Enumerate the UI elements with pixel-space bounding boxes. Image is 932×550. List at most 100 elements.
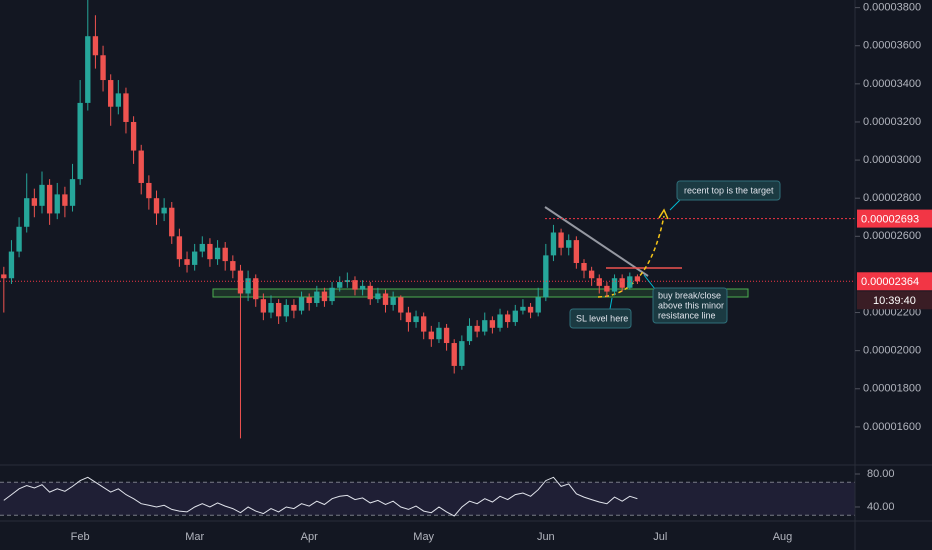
candle-body — [436, 327, 442, 340]
main-pane — [0, 0, 855, 439]
candle-body — [115, 93, 121, 107]
support-zone — [212, 288, 749, 298]
annotation-text: SL level here — [576, 313, 628, 323]
rsi-pane — [0, 476, 855, 517]
candle-body — [54, 194, 60, 214]
annotation-text: above this minor — [658, 300, 724, 310]
candle-body — [16, 226, 22, 252]
candle-body — [520, 306, 526, 311]
candle-body — [382, 293, 389, 305]
rsi-line — [3, 476, 638, 517]
annotation-text: buy break/close — [658, 290, 721, 300]
candle-body — [543, 255, 549, 298]
candle-body — [375, 293, 381, 300]
price-label-box — [857, 209, 932, 228]
candle-body — [398, 297, 404, 313]
candle-body — [459, 341, 465, 366]
y-tick-label: 0.00001800 — [863, 383, 921, 395]
candle-body — [588, 270, 595, 279]
candle-body — [497, 314, 503, 328]
rsi-tick-label: 40.00 — [867, 501, 895, 513]
candle-body — [443, 327, 450, 344]
candle-body — [169, 207, 175, 237]
callout-pointer — [609, 297, 613, 310]
candle-body — [31, 198, 38, 206]
candle-body — [573, 240, 580, 263]
x-tick-label: Mar — [185, 531, 204, 543]
x-tick-label: Jul — [653, 531, 667, 543]
y-tick-label: 0.00002600 — [863, 230, 921, 242]
candle-body — [535, 297, 541, 313]
candle-body — [222, 247, 228, 262]
candle-body — [199, 243, 205, 252]
candle-body — [413, 316, 419, 323]
y-tick-label: 0.00002200 — [863, 306, 921, 318]
annotation-text: recent top is the target — [684, 185, 774, 195]
y-tick-label: 0.00003800 — [863, 2, 921, 14]
candle-body — [596, 278, 602, 286]
x-tick-label: Apr — [301, 531, 318, 543]
candle-body — [108, 80, 114, 107]
candle-body — [504, 314, 511, 323]
candle-body — [283, 304, 289, 317]
candle-body — [627, 276, 633, 288]
candle-body — [69, 179, 76, 206]
candle-body — [138, 150, 144, 183]
candle-body — [604, 285, 610, 292]
y-tick-label: 0.00001600 — [863, 421, 921, 433]
candle-body — [466, 325, 473, 342]
candle-body — [161, 207, 167, 214]
price-label: 0.00002364 — [861, 276, 919, 288]
candle-body — [237, 270, 244, 294]
candle-body — [344, 280, 351, 283]
candle-body — [550, 232, 557, 256]
callout-box — [676, 180, 781, 201]
candle-body — [634, 276, 641, 282]
candle-body — [260, 299, 267, 313]
annotation-text: resistance line — [658, 310, 716, 320]
candle-body — [512, 310, 518, 323]
candle-body — [558, 232, 564, 248]
x-tick-label: Feb — [71, 531, 90, 543]
candle-body — [253, 278, 259, 300]
y-tick-label: 0.00002000 — [863, 345, 921, 357]
candle-body — [123, 93, 129, 122]
candle-body — [581, 262, 587, 271]
callout-pointer — [669, 199, 681, 211]
candle-body — [245, 278, 251, 294]
candle-body — [130, 121, 137, 151]
candle-body — [566, 240, 572, 248]
candle-body — [62, 194, 68, 206]
candle-body — [291, 304, 297, 311]
candle-body — [482, 320, 488, 332]
y-tick-label: 0.00002800 — [863, 192, 921, 204]
x-tick-label: Jun — [537, 531, 555, 543]
candle-body — [321, 291, 328, 302]
candle-body — [474, 325, 480, 332]
candle-body — [337, 282, 343, 288]
annotations: recent top is the target SL level here b… — [569, 180, 781, 329]
candle-body — [207, 243, 213, 260]
candle-body — [527, 306, 534, 313]
candle-body — [275, 303, 282, 317]
candle-body — [230, 261, 236, 271]
projection-arrow — [658, 208, 669, 220]
candle-body — [352, 280, 358, 290]
candle-body — [85, 36, 91, 103]
candle-body — [619, 278, 625, 288]
y-tick-label: 0.00003200 — [863, 116, 921, 128]
candle-body — [359, 285, 366, 290]
x-tick-label: Aug — [773, 531, 793, 543]
candle-body — [306, 297, 312, 304]
candle-body — [268, 303, 274, 313]
candle-body — [8, 251, 15, 279]
candle-body — [428, 331, 434, 340]
rsi-tick-label: 80.00 — [867, 468, 895, 480]
candle-body — [1, 274, 7, 279]
y-tick-label: 0.00003000 — [863, 154, 921, 166]
price-label-box — [857, 272, 932, 291]
candle-body — [46, 184, 53, 214]
countdown-box — [857, 291, 932, 310]
